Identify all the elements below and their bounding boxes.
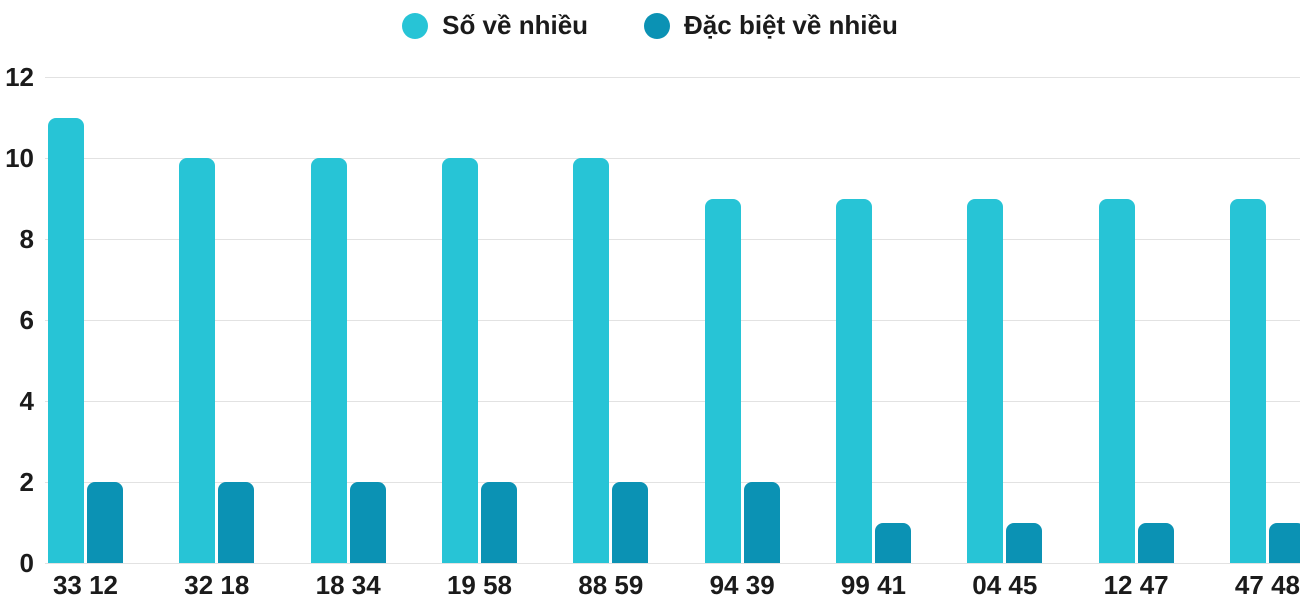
x-axis-tick-label: 32 18 <box>184 570 250 600</box>
bar-so-ve-nhieu-04-45[interactable] <box>967 198 1004 563</box>
legend-item-dac-biet-ve-nhieu[interactable]: Đặc biệt về nhiều <box>644 10 898 41</box>
x-axis-tick-label: 94 39 <box>709 570 775 600</box>
y-axis-tick-label: 0 <box>19 548 34 578</box>
bar-dac-biet-ve-nhieu-47-48[interactable] <box>1268 522 1300 563</box>
bar-dac-biet-ve-nhieu-94-39[interactable] <box>743 482 780 563</box>
bar-dac-biet-ve-nhieu-99-41[interactable] <box>874 522 911 563</box>
x-axis-tick-label: 33 12 <box>52 570 119 600</box>
gridline-y-4 <box>45 401 1300 402</box>
bar-dac-biet-ve-nhieu-12-47[interactable] <box>1137 522 1174 563</box>
gridline-y-0 <box>45 563 1300 564</box>
x-axis-tick-label: 18 34 <box>315 570 381 600</box>
bar-dac-biet-ve-nhieu-33-12[interactable] <box>87 482 123 563</box>
x-axis-tick-label: 19 58 <box>446 570 513 600</box>
gridline-y-2 <box>45 482 1300 483</box>
x-axis-tick-label: 47 48 <box>1234 570 1300 600</box>
x-axis-tick-label: 12 47 <box>1103 570 1169 600</box>
legend-item-so-ve-nhieu[interactable]: Số về nhiều <box>402 10 588 41</box>
gridline-y-8 <box>45 239 1300 240</box>
bar-so-ve-nhieu-33-12[interactable] <box>48 117 84 563</box>
bar-so-ve-nhieu-88-59[interactable] <box>573 158 610 563</box>
x-axis-tick-label: 04 45 <box>972 570 1038 600</box>
y-axis-tick-label: 8 <box>19 224 34 254</box>
legend: Số về nhiều Đặc biệt về nhiều <box>0 10 1300 41</box>
legend-dot-icon <box>402 12 429 39</box>
bar-so-ve-nhieu-12-47[interactable] <box>1098 198 1135 563</box>
gridline-y-10 <box>45 158 1300 159</box>
x-axis-tick-label: 88 59 <box>578 570 644 600</box>
legend-label: Số về nhiều <box>442 10 589 40</box>
bar-dac-biet-ve-nhieu-19-58[interactable] <box>480 482 517 563</box>
bar-so-ve-nhieu-32-18[interactable] <box>179 158 216 563</box>
bar-dac-biet-ve-nhieu-18-34[interactable] <box>349 482 386 563</box>
bar-so-ve-nhieu-18-34[interactable] <box>310 158 347 563</box>
legend-dot-icon <box>644 12 671 39</box>
y-axis-tick-label: 10 <box>5 143 34 173</box>
bar-so-ve-nhieu-99-41[interactable] <box>835 198 872 563</box>
gridline-y-6 <box>45 320 1300 321</box>
bar-so-ve-nhieu-47-48[interactable] <box>1229 198 1266 563</box>
y-axis-tick-label: 4 <box>19 386 34 416</box>
legend-label: Đặc biệt về nhiều <box>684 10 898 40</box>
y-axis-tick-label: 12 <box>5 62 34 92</box>
bar-dac-biet-ve-nhieu-32-18[interactable] <box>218 482 255 563</box>
y-axis-tick-label: 6 <box>19 305 34 335</box>
bar-so-ve-nhieu-19-58[interactable] <box>441 158 478 563</box>
bar-dac-biet-ve-nhieu-04-45[interactable] <box>1006 522 1043 563</box>
bar-so-ve-nhieu-94-39[interactable] <box>704 198 741 563</box>
y-axis-tick-label: 2 <box>19 467 34 497</box>
x-axis-tick-label: 99 41 <box>840 570 906 600</box>
gridline-y-12 <box>45 77 1300 78</box>
plot-area <box>45 77 1300 564</box>
bar-dac-biet-ve-nhieu-88-59[interactable] <box>612 482 649 563</box>
